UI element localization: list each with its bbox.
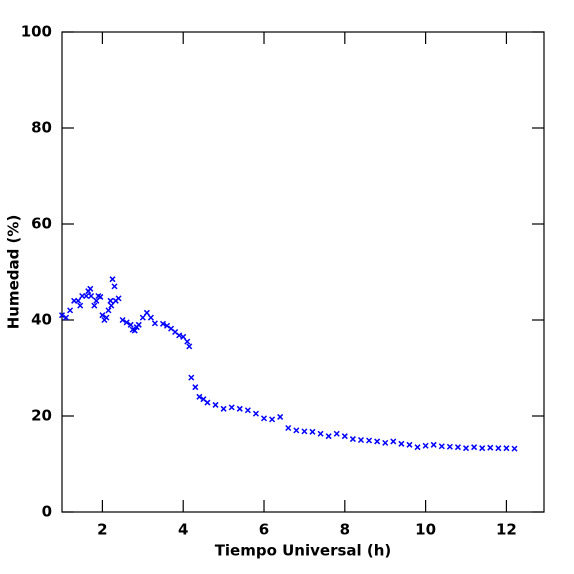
point bbox=[487, 444, 494, 451]
point bbox=[511, 445, 518, 452]
point bbox=[87, 285, 94, 292]
point bbox=[67, 307, 74, 314]
point bbox=[192, 384, 199, 391]
point bbox=[75, 297, 82, 304]
point bbox=[131, 327, 138, 334]
point bbox=[135, 321, 142, 328]
point bbox=[108, 302, 115, 309]
point bbox=[212, 401, 219, 408]
point bbox=[236, 405, 243, 412]
point bbox=[103, 314, 110, 321]
point bbox=[462, 445, 470, 452]
point bbox=[127, 321, 134, 328]
point bbox=[99, 312, 106, 319]
point bbox=[301, 428, 308, 435]
point bbox=[88, 292, 95, 300]
point bbox=[143, 309, 150, 316]
y-tick-label: 20 bbox=[31, 407, 52, 425]
plot-frame bbox=[61, 31, 545, 513]
point bbox=[184, 338, 191, 345]
point bbox=[115, 295, 122, 302]
y-axis-label: Humedad (%) bbox=[5, 215, 23, 330]
point bbox=[188, 374, 195, 381]
point bbox=[341, 433, 348, 440]
point bbox=[382, 439, 389, 446]
point bbox=[398, 440, 405, 447]
point bbox=[111, 283, 118, 290]
point bbox=[176, 332, 183, 339]
point bbox=[357, 436, 365, 444]
point bbox=[269, 416, 276, 423]
point bbox=[58, 312, 66, 319]
x-tick-label: 6 bbox=[259, 521, 269, 539]
point bbox=[63, 314, 70, 321]
point bbox=[471, 444, 478, 451]
y-tick-label: 80 bbox=[31, 119, 52, 137]
point bbox=[97, 293, 104, 300]
y-tick-label: 60 bbox=[31, 215, 52, 233]
point bbox=[293, 427, 300, 434]
point bbox=[495, 445, 502, 452]
point bbox=[406, 441, 413, 448]
point bbox=[228, 404, 235, 411]
point bbox=[503, 445, 510, 452]
point bbox=[180, 333, 187, 340]
point bbox=[414, 444, 421, 451]
point bbox=[438, 443, 445, 450]
x-tick-label: 12 bbox=[496, 521, 517, 539]
point bbox=[119, 316, 126, 324]
point bbox=[325, 433, 332, 440]
point bbox=[91, 302, 98, 309]
x-axis-label: Tiempo Universal (h) bbox=[215, 542, 392, 560]
point bbox=[159, 320, 167, 327]
y-tick-label: 40 bbox=[31, 311, 52, 329]
point bbox=[366, 437, 373, 444]
point bbox=[374, 438, 381, 445]
point bbox=[422, 442, 429, 449]
point bbox=[317, 430, 324, 437]
point bbox=[260, 415, 268, 422]
y-tick-label: 0 bbox=[42, 503, 52, 521]
point bbox=[446, 443, 453, 450]
point bbox=[147, 314, 154, 321]
x-tick-label: 2 bbox=[97, 521, 107, 539]
point bbox=[109, 276, 116, 283]
point bbox=[430, 441, 437, 448]
point bbox=[454, 444, 461, 451]
point bbox=[151, 320, 158, 327]
x-tick-label: 8 bbox=[340, 521, 350, 539]
point bbox=[105, 307, 112, 314]
point bbox=[479, 445, 486, 452]
point bbox=[277, 413, 284, 420]
point bbox=[196, 393, 203, 400]
x-tick-label: 10 bbox=[415, 521, 436, 539]
point bbox=[83, 292, 90, 300]
point bbox=[309, 428, 316, 435]
point bbox=[164, 322, 171, 329]
point bbox=[390, 438, 397, 445]
point bbox=[252, 410, 259, 417]
point bbox=[186, 343, 193, 350]
point bbox=[139, 314, 146, 321]
point bbox=[107, 297, 114, 304]
y-tick-label: 100 bbox=[21, 23, 52, 41]
point bbox=[244, 407, 251, 414]
point bbox=[204, 399, 211, 406]
x-tick-label: 4 bbox=[178, 521, 188, 539]
point bbox=[333, 430, 340, 437]
point bbox=[77, 302, 84, 309]
point bbox=[220, 405, 227, 412]
point bbox=[123, 319, 130, 326]
point bbox=[349, 436, 356, 443]
point bbox=[285, 424, 292, 432]
